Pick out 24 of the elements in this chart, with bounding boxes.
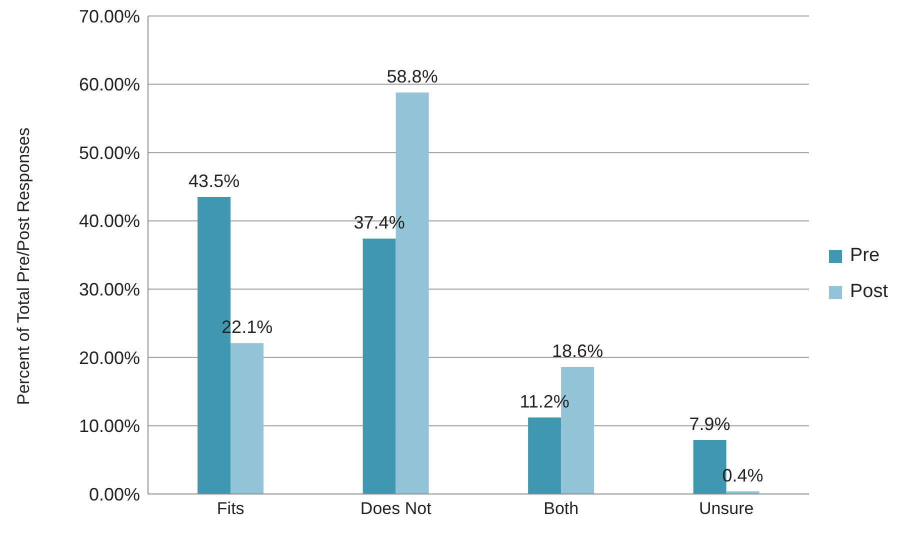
data-label: 37.4% — [354, 212, 405, 233]
bar — [230, 343, 264, 494]
data-label: 58.8% — [386, 66, 438, 86]
y-axis-title: Percent of Total Pre/Post Responses — [14, 127, 34, 405]
y-tick-label: 50.00% — [78, 142, 140, 163]
data-label: 18.6% — [552, 340, 604, 361]
x-tick-label: Unsure — [698, 499, 754, 518]
x-tick-label: Does Not — [360, 499, 432, 518]
data-label: 43.5% — [188, 170, 240, 191]
y-tick-label: 10.00% — [78, 416, 140, 436]
legend-label: Post — [850, 281, 888, 303]
y-tick-label: 70.00% — [78, 6, 140, 26]
data-label: 11.2% — [520, 392, 570, 412]
y-tick-label: 30.00% — [78, 280, 140, 300]
x-tick-label: Both — [544, 499, 579, 518]
x-tick-label: Fits — [216, 499, 244, 518]
bar — [528, 418, 562, 494]
y-tick-label: 20.00% — [78, 348, 140, 368]
y-tick-label: 0.00% — [88, 484, 140, 504]
y-tick-label: 60.00% — [78, 74, 140, 95]
legend-label: Pre — [850, 245, 880, 267]
bar — [362, 238, 396, 494]
y-tick-label: 40.00% — [78, 211, 140, 232]
data-label: 7.9% — [689, 414, 730, 434]
